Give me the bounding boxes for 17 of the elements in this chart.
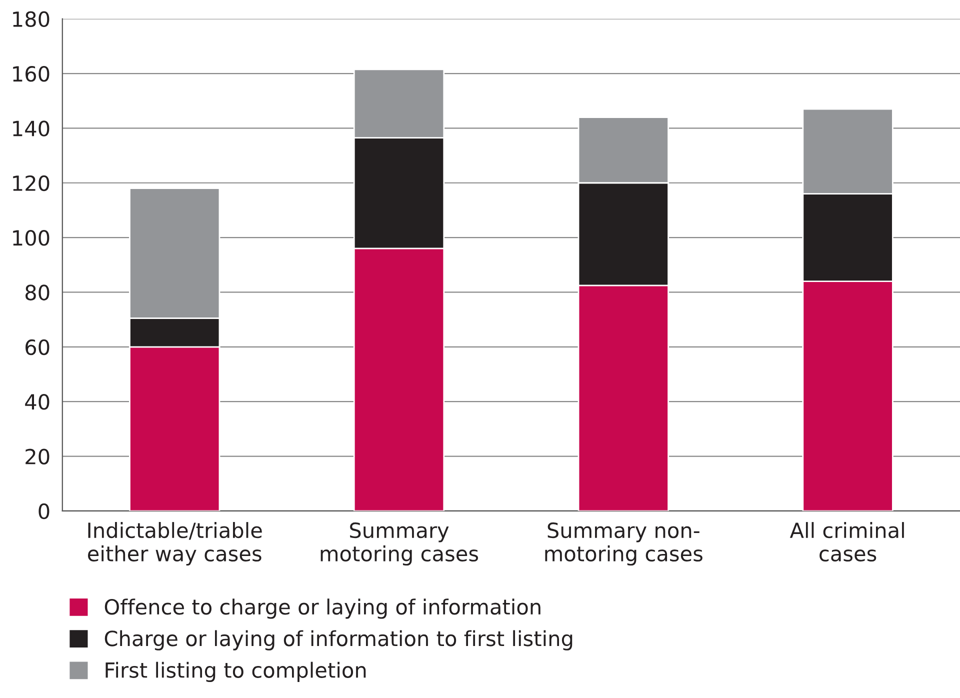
x-tick-label: Summary motoring cases — [320, 522, 478, 566]
legend-label: First listing to completion — [106, 662, 366, 682]
y-tick-label: 140 — [13, 120, 50, 136]
y-tick-label: 40 — [25, 394, 50, 410]
y-tick-label: 80 — [25, 284, 50, 300]
y-tick-label: 20 — [26, 448, 50, 464]
x-tick-label: Summary non- motoring cases — [545, 522, 702, 566]
y-tick-label: 120 — [13, 175, 50, 192]
y-tick-label: 0 — [38, 503, 50, 520]
x-tick-label: Indictable/triable either way cases — [88, 522, 262, 566]
y-tick-label: 160 — [13, 66, 50, 82]
y-tick-label: 100 — [13, 230, 50, 246]
y-tick-label: 60 — [26, 339, 50, 356]
x-tick-label: All criminal cases — [790, 522, 904, 562]
legend-label: Charge or laying of information to first listing — [104, 630, 572, 650]
legend-label: Offence to charge or laying of information — [104, 598, 540, 619]
y-tick-label: 180 — [13, 11, 50, 28]
